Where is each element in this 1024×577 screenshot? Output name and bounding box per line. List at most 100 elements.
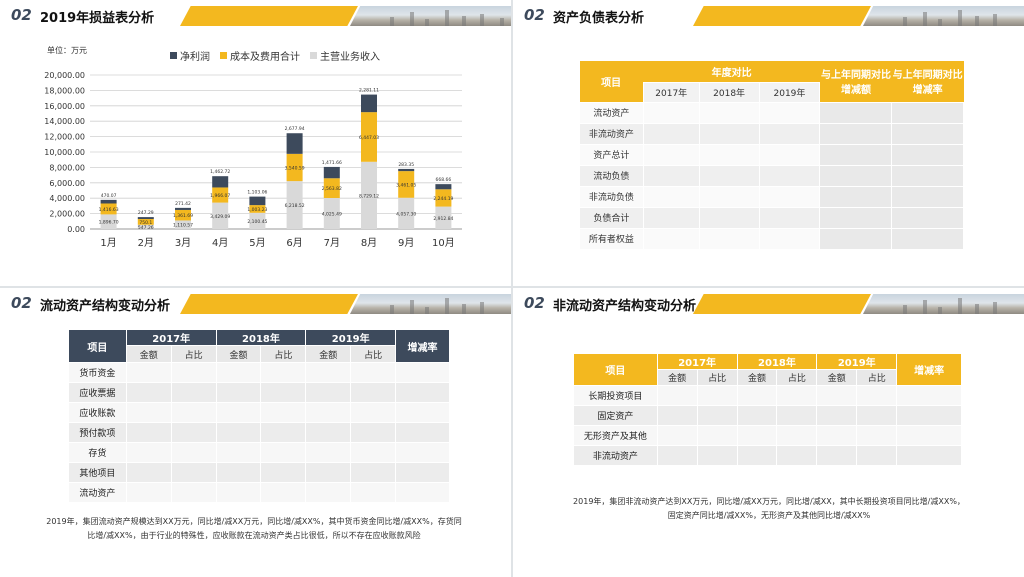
city-skyline-image [863,294,1024,314]
bar-segment [100,199,117,204]
row-label: 非流动负债 [579,185,644,208]
data-label: 470.07 [101,193,117,199]
panel-title: 资产负债表分析 [553,11,645,26]
col-header-year: 2017年 [656,353,738,370]
bar-segment [137,217,154,220]
row-label: 流动负债 [579,164,644,187]
bar-segment [175,220,191,229]
legend-label: 净利润 [180,52,210,63]
col-header-share: 占比 [696,369,738,386]
col-header-rate: 增减率 [896,353,962,386]
section-number: 02 [11,6,32,24]
bar-segment [175,207,191,210]
col-header-share: 占比 [776,369,818,386]
data-label: 247.29 [138,210,154,216]
legend-item-net-profit: 净利润 [170,48,210,63]
row-label: 非流动资产 [573,445,658,466]
x-tick-label: 8月 [361,237,377,249]
city-skyline-image [863,6,1024,26]
y-tick-label: 4,000.00 [49,194,85,203]
analysis-note: 2019年，集团流动资产规模达到XX万元，同比增/减XX万元，同比增/减XX%，… [46,517,462,540]
col-header-year: 2018年 [736,353,818,370]
x-tick-label: 6月 [286,237,302,249]
bar-segment [435,189,452,207]
non-current-assets-panel: 02 非流动资产结构变动分析 项目 2017年 2018年 2019年 增减率 … [513,288,1024,577]
data-label: 1,966.07 [210,193,230,199]
bar-segment [286,181,303,229]
data-label: 3,461.05 [396,182,416,188]
table-row: 流动资产 [579,101,964,124]
balance-sheet-table: 项目 年度对比 与上年同期对比增减额 与上年同期对比增减率 2017年 2018… [579,61,964,250]
data-label: 2,912.84 [433,216,453,222]
col-header-amount: 金额 [305,345,352,363]
col-header-yoy-amount: 与上年同期对比增减额 [819,61,892,102]
row-label: 固定资产 [573,405,658,426]
col-header-year: 2019年 [305,329,397,346]
panel-header: 02 2019年损益表分析 [0,0,511,30]
col-header-amount: 金额 [816,369,858,386]
data-label: 6,447.03 [359,135,379,141]
y-tick-label: 6,000.00 [49,179,85,188]
col-header-amount: 金额 [656,369,698,386]
col-header-item: 项目 [573,353,658,386]
y-tick-label: 2,000.00 [49,210,85,219]
data-label: 2,563.82 [322,186,342,192]
data-label: 8,729.12 [359,193,379,199]
y-tick-label: 16,000.00 [44,102,85,111]
data-label: 1,003.23 [247,207,267,213]
row-label: 无形资产及其他 [573,425,658,446]
row-label: 存货 [68,442,127,463]
data-label: 283.35 [398,162,414,168]
header-decor-band [693,294,1024,314]
bar-segment [435,184,452,190]
data-label: 6,218.52 [285,203,305,209]
section-number: 02 [524,294,545,312]
x-tick-label: 7月 [324,237,340,249]
data-label: 1,110.57 [173,223,193,229]
row-label: 货币资金 [68,362,127,383]
row-label: 应收票据 [68,382,127,403]
y-tick-label: 12,000.00 [44,133,85,142]
data-label: 2,281.11 [359,88,379,94]
table-row: 固定资产 [573,405,962,426]
panel-header: 02 非流动资产结构变动分析 [513,288,1024,318]
table-row: 负债合计 [579,206,964,229]
row-label: 资产总计 [579,143,644,166]
x-tick-label: 3月 [175,237,191,249]
col-header-amount: 金额 [125,345,172,363]
data-label: 4,057.30 [396,211,416,217]
col-header-amount: 金额 [736,369,778,386]
col-header-share: 占比 [350,345,397,363]
row-label: 所有者权益 [579,227,644,250]
bar-segment [361,112,377,162]
y-tick-label: 18,000.00 [44,86,85,95]
panel-header: 02 资产负债表分析 [513,0,1024,30]
header-decor-band [693,6,1024,26]
x-tick-label: 4月 [212,237,228,249]
bar-segment [398,197,415,229]
legend-label: 主营业务收入 [320,52,380,63]
header-decor-band [180,294,511,314]
col-header-share: 占比 [856,369,898,386]
col-header-yoy-rate: 与上年同期对比增减率 [891,61,964,102]
row-label: 其他项目 [68,462,127,483]
table-row: 货币资金 [68,362,450,383]
row-label: 长期投资项目 [573,385,658,406]
x-tick-label: 5月 [249,237,265,249]
y-tick-label: 0.00 [67,225,85,234]
header-decor-band [180,6,511,26]
table-row: 非流动资产 [573,445,962,466]
table-row: 存货 [68,442,450,463]
section-number: 02 [524,6,545,24]
stacked-bar-chart: 0.00 2,000.00 4,000.00 6,000.00 8,000.00 10,0… [44,71,462,249]
bar-segment [286,153,303,182]
table-row: 预付款项 [68,422,450,443]
col-header-year: 2019年 [758,81,821,103]
bar-segment [212,176,229,188]
data-label: 1,103.06 [247,190,267,196]
table-row: 应收票据 [68,382,450,403]
row-label: 负债合计 [579,206,644,229]
row-label: 流动资产 [68,482,127,503]
row-label: 非流动资产 [579,122,644,145]
bar-segment [286,133,303,154]
